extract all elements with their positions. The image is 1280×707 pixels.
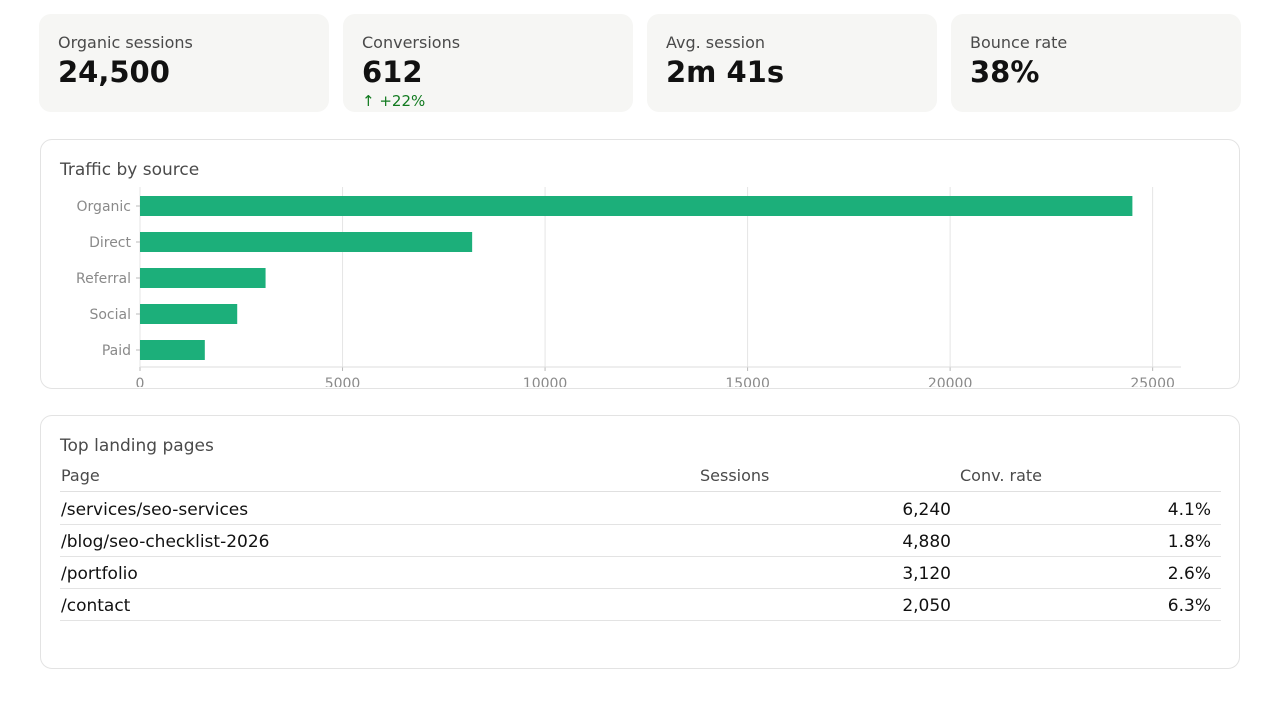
category-label-social: Social [89,307,131,323]
kpi-value: 2m 41s [666,55,785,89]
kpi-value: 38% [970,55,1040,89]
kpi-delta-badge: ↑ +22% [362,92,426,110]
conv-rate-value: 4.1% [1167,500,1211,520]
sessions-value: 3,120 [902,564,951,584]
table-row[interactable]: /portfolio 3,120 2.6% [60,556,1221,589]
x-tick-label: 15000 [725,376,770,387]
page-path: /blog/seo-checklist-2026 [61,532,270,552]
kpi-label: Conversions [362,33,461,52]
x-tick-label: 10000 [523,376,568,387]
x-tick-label: 20000 [928,376,973,387]
x-tick-label: 25000 [1130,376,1175,387]
bar-paid [140,340,205,360]
kpi-value: 612 [362,55,423,89]
bar-social [140,304,238,324]
kpi-card-conversions: Conversions 612 ↑ +22% [343,14,633,112]
kpi-label: Bounce rate [970,33,1068,52]
sessions-value: 4,880 [902,532,951,552]
bar-direct [140,232,473,252]
table-row[interactable]: /blog/seo-checklist-2026 4,880 1.8% [60,524,1221,557]
kpi-card-bounce-rate: Bounce rate 38% [951,14,1241,112]
page-path: /services/seo-services [61,500,249,520]
traffic-by-source-panel: Traffic by source 0 5000 10000 15000 20000 25… [40,139,1240,389]
bar-organic [140,196,1133,216]
conv-rate-value: 1.8% [1167,532,1211,552]
category-label-direct: Direct [89,235,131,251]
bar-referral [140,268,266,288]
traffic-bar-chart: 0 5000 10000 15000 20000 25000 Organic Direct Re… [76,187,1181,387]
sessions-value: 2,050 [902,596,951,616]
chart-title: Traffic by source [60,160,200,180]
category-label-referral: Referral [76,271,131,287]
column-header-sessions[interactable]: Sessions [700,466,770,485]
conv-rate-value: 6.3% [1167,596,1211,616]
page-path: /portfolio [61,564,138,584]
x-tick-label: 0 [136,376,145,387]
page-path: /contact [61,596,131,616]
column-header-page[interactable]: Page [61,466,100,485]
kpi-card-avg-session: Avg. session 2m 41s [647,14,937,112]
top-landing-pages-panel: Top landing pages Page Sessions Conv. ra… [40,415,1240,669]
sessions-value: 6,240 [902,500,951,520]
kpi-label: Avg. session [666,33,766,52]
category-label-paid: Paid [102,343,131,359]
table-header-divider [60,491,1221,492]
table-title: Top landing pages [60,436,214,456]
kpi-card-organic-sessions: Organic sessions 24,500 [39,14,329,112]
column-header-conv-rate[interactable]: Conv. rate [960,466,1042,485]
table-row[interactable]: /services/seo-services 6,240 4.1% [60,492,1221,525]
category-label-organic: Organic [77,199,131,215]
conv-rate-value: 2.6% [1167,564,1211,584]
kpi-label: Organic sessions [58,33,193,52]
x-tick-label: 5000 [325,376,361,387]
table-row[interactable]: /contact 2,050 6.3% [60,588,1221,621]
kpi-value: 24,500 [58,55,170,89]
